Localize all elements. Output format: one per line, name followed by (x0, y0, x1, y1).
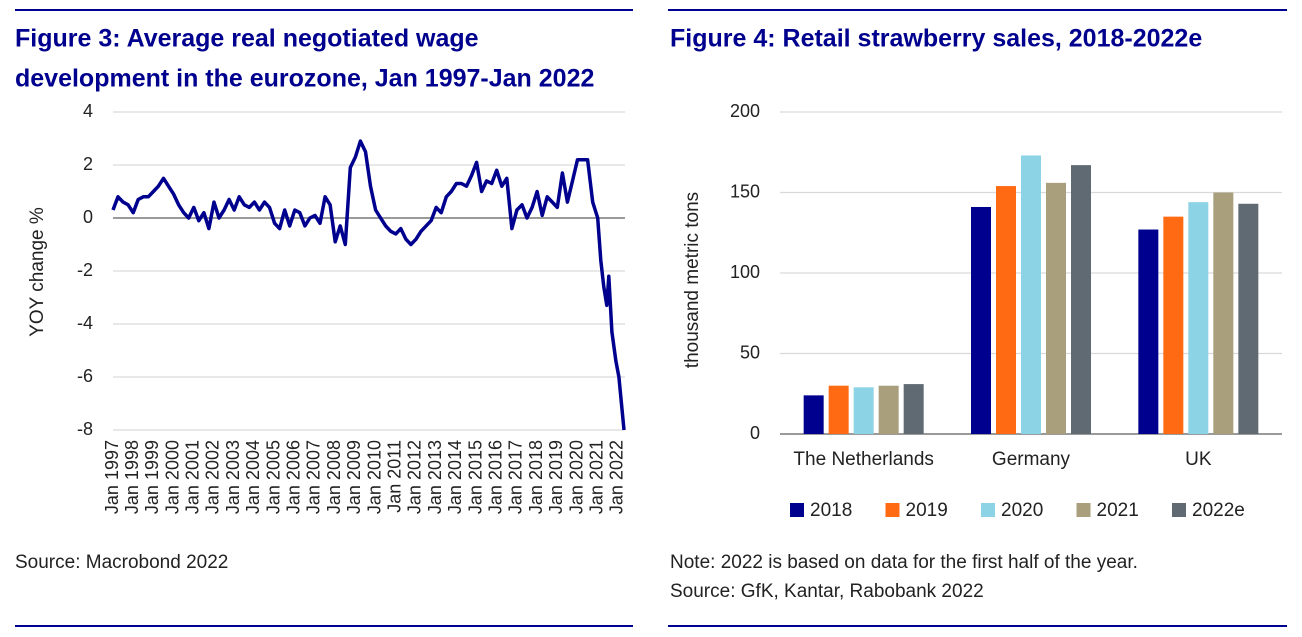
y-axis-label: YOY change % (27, 207, 48, 337)
x-tick-label: Jan 2019 (546, 440, 566, 514)
bar (971, 206, 991, 434)
x-tick-label: Jan 2000 (162, 440, 182, 514)
bar (803, 395, 824, 434)
y-tick-label: 0 (750, 423, 760, 443)
y-tick-label: 50 (740, 342, 760, 362)
legend-label: 2019 (906, 500, 948, 521)
legend-label: 2022e (1192, 500, 1245, 521)
chart-title: Figure 3: Average real negotiated wage (15, 25, 479, 53)
bar (1163, 216, 1184, 434)
bar (1071, 165, 1091, 434)
bar (1021, 155, 1041, 434)
x-tick-label: Jan 2016 (485, 440, 505, 514)
x-tick-label: Jan 2020 (566, 440, 586, 514)
bar (1046, 182, 1066, 434)
y-tick-label: 4 (83, 101, 93, 121)
x-tick-label: Jan 2005 (263, 440, 283, 514)
legend-swatch (1076, 503, 1091, 517)
y-tick-label: -2 (77, 260, 93, 280)
x-tick-label: Jan 2013 (425, 440, 445, 514)
y-tick-label: -8 (77, 419, 93, 439)
x-tick-label: Jan 2017 (506, 440, 526, 514)
legend-label: 2018 (810, 500, 852, 521)
legend-swatch (790, 503, 804, 517)
y-tick-label: -4 (77, 313, 93, 333)
bar (828, 385, 849, 434)
line (111, 139, 626, 431)
x-tick-label: Jan 2014 (445, 440, 465, 514)
legend-label: 2021 (1097, 500, 1139, 521)
x-tick-label: Jan 2003 (223, 440, 243, 514)
x-tick-label: Jan 2004 (243, 440, 263, 514)
x-tick-label: Germany (992, 449, 1071, 470)
y-tick-label: 200 (730, 101, 760, 121)
bar (1188, 202, 1209, 434)
y-tick-label: -6 (77, 366, 93, 386)
y-tick-label: 2 (83, 154, 93, 174)
chart-title: development in the eurozone, Jan 1997-Ja… (15, 65, 594, 93)
note: Note: 2022 is based on data for the firs… (670, 552, 1138, 573)
y-tick-label: 0 (83, 207, 93, 227)
legend-swatch (885, 503, 900, 517)
x-tick-label: The Netherlands (793, 449, 933, 470)
x-tick-label: Jan 2002 (203, 440, 223, 514)
x-tick-label: Jan 2011 (385, 440, 405, 513)
x-tick-label: Jan 2007 (304, 440, 324, 514)
chart-title: Figure 4: Retail strawberry sales, 2018-… (670, 25, 1202, 53)
y-tick-label: 150 (730, 181, 760, 201)
legend-swatch (1172, 503, 1186, 517)
source: Source: GfK, Kantar, Rabobank 2022 (670, 581, 984, 602)
legend-label: 2020 (1001, 500, 1043, 521)
x-tick-label: Jan 2015 (465, 440, 485, 514)
bar (853, 387, 874, 434)
y-axis-label: thousand metric tons (682, 192, 703, 368)
x-tick-label: Jan 2006 (284, 440, 304, 514)
x-tick-label: Jan 2008 (324, 440, 344, 514)
x-tick-label: Jan 2022 (607, 440, 627, 514)
bar (903, 384, 924, 434)
bar (1138, 229, 1159, 434)
x-tick-label: Jan 2012 (405, 440, 425, 514)
bar (1213, 192, 1234, 434)
x-tick-label: Jan 1997 (102, 440, 122, 514)
x-tick-label: Jan 2021 (586, 440, 606, 514)
x-tick-label: Jan 2009 (344, 440, 364, 514)
bar (996, 186, 1016, 434)
source: Source: Macrobond 2022 (15, 552, 228, 573)
x-tick-label: UK (1185, 449, 1212, 470)
bar (878, 385, 899, 434)
x-tick-label: Jan 2018 (526, 440, 546, 514)
legend-swatch (981, 503, 995, 517)
y-tick-label: 100 (730, 262, 760, 282)
x-tick-label: Jan 1998 (122, 440, 142, 514)
x-tick-label: Jan 1999 (142, 440, 162, 514)
x-tick-label: Jan 2001 (183, 440, 203, 514)
x-tick-label: Jan 2010 (364, 440, 384, 514)
bar (1238, 203, 1259, 434)
